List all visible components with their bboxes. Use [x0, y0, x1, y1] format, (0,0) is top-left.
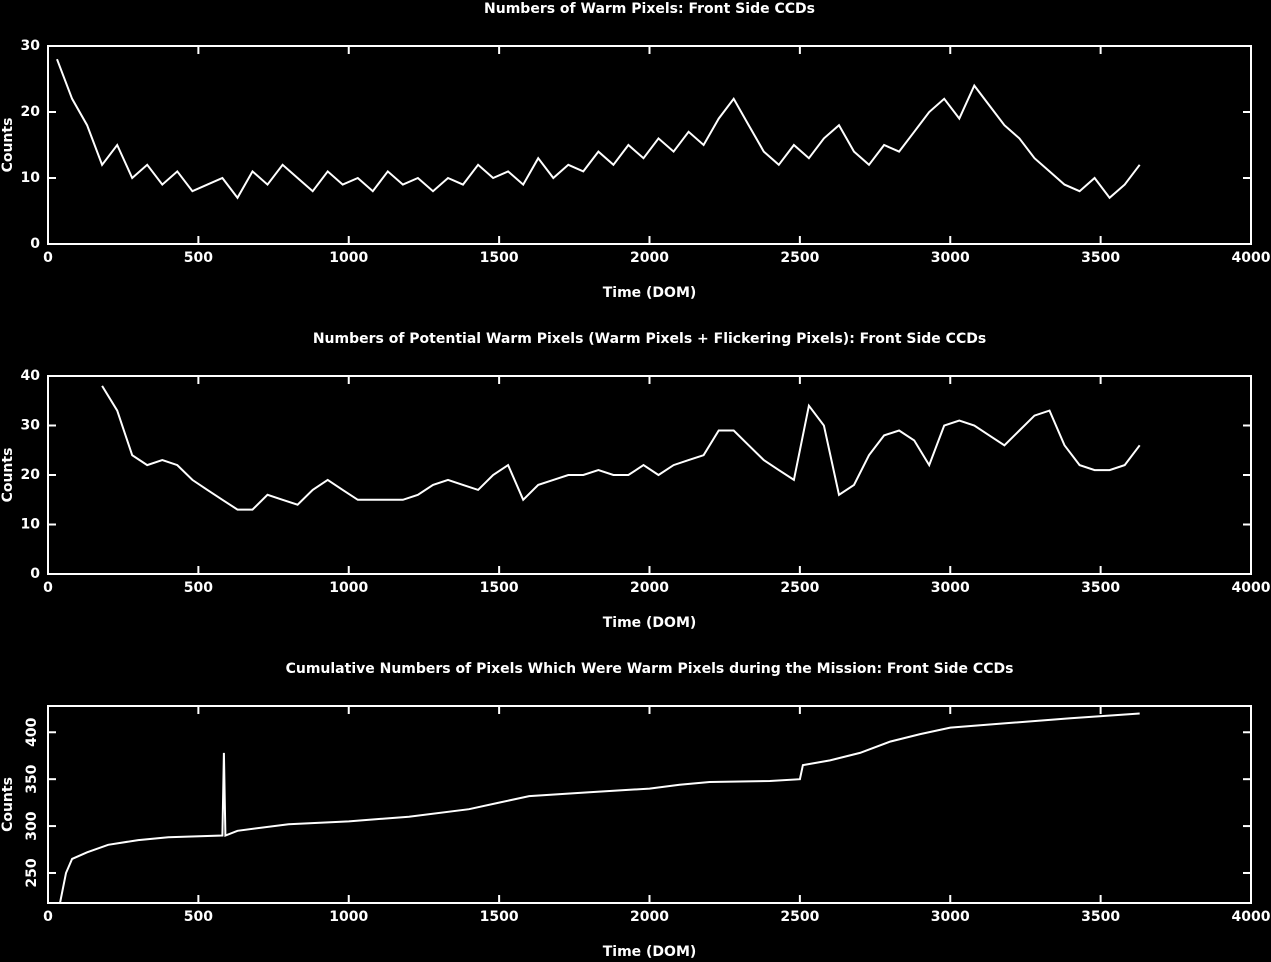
- y-tick-label: 0: [30, 236, 40, 252]
- x-tick-label: 3500: [1081, 250, 1120, 266]
- x-tick-label: 1500: [480, 909, 519, 925]
- data-line: [101, 385, 1141, 511]
- x-tick-label: 1500: [480, 250, 519, 266]
- x-tick-label: 3500: [1081, 909, 1120, 925]
- x-tick-label: 2500: [780, 580, 819, 596]
- x-tick-label: 1000: [329, 580, 368, 596]
- x-tick-label: 2000: [630, 250, 669, 266]
- y-tick-label: 350: [24, 764, 40, 793]
- chart-title: Numbers of Potential Warm Pixels (Warm P…: [313, 331, 986, 347]
- x-tick-label: 3000: [931, 909, 970, 925]
- x-tick-label: 2000: [630, 580, 669, 596]
- x-tick-label: 2500: [780, 250, 819, 266]
- y-tick-label: 250: [24, 858, 40, 887]
- x-axis-label: Time (DOM): [603, 615, 697, 631]
- y-axis-label: Counts: [0, 777, 16, 832]
- x-tick-label: 1000: [329, 909, 368, 925]
- x-tick-label: 500: [184, 250, 213, 266]
- y-tick-label: 30: [21, 418, 41, 434]
- x-tick-label: 3000: [931, 250, 970, 266]
- x-tick-label: 0: [43, 250, 53, 266]
- x-tick-label: 4000: [1232, 580, 1271, 596]
- data-line: [56, 58, 1141, 200]
- x-tick-label: 4000: [1232, 250, 1271, 266]
- y-tick-label: 20: [21, 467, 41, 483]
- data-line: [59, 712, 1140, 904]
- x-tick-label: 3500: [1081, 580, 1120, 596]
- y-tick-label: 300: [24, 811, 40, 840]
- y-axis-label: Counts: [0, 118, 16, 173]
- x-tick-label: 500: [184, 909, 213, 925]
- x-tick-label: 500: [184, 580, 213, 596]
- x-axis-label: Time (DOM): [603, 285, 697, 301]
- y-tick-label: 40: [21, 368, 41, 384]
- x-tick-label: 4000: [1232, 909, 1271, 925]
- x-tick-label: 1500: [480, 580, 519, 596]
- x-tick-label: 0: [43, 580, 53, 596]
- y-tick-label: 10: [21, 517, 41, 533]
- x-tick-label: 2500: [780, 909, 819, 925]
- chart-title: Cumulative Numbers of Pixels Which Were …: [286, 661, 1014, 677]
- y-tick-label: 400: [24, 717, 40, 746]
- y-tick-label: 30: [21, 38, 41, 54]
- x-tick-label: 0: [43, 909, 53, 925]
- x-axis-label: Time (DOM): [603, 944, 697, 960]
- x-tick-label: 3000: [931, 580, 970, 596]
- chart-title: Numbers of Warm Pixels: Front Side CCDs: [484, 1, 815, 17]
- x-tick-label: 2000: [630, 909, 669, 925]
- x-tick-label: 1000: [329, 250, 368, 266]
- y-tick-label: 10: [21, 170, 41, 186]
- y-tick-label: 0: [30, 566, 40, 582]
- plot-frame: [47, 705, 1252, 904]
- plot-frame: [47, 45, 1252, 245]
- y-tick-label: 20: [21, 104, 41, 120]
- y-axis-label: Counts: [0, 448, 16, 503]
- plot-frame: [47, 375, 1252, 575]
